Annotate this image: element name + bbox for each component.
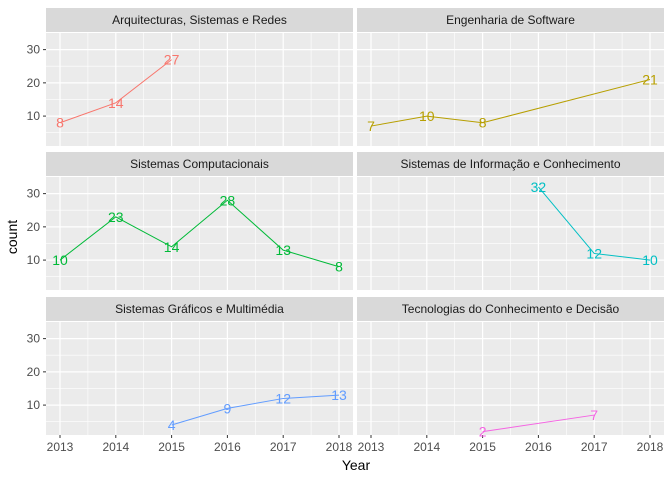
facet-strip: [46, 8, 353, 32]
x-tick-label: 2017: [270, 440, 297, 454]
data-label: 7: [367, 118, 375, 134]
x-tick-label: 2013: [47, 440, 74, 454]
x-tick-label: 2017: [581, 440, 608, 454]
facet-panels: Arquitecturas, Sistemas e Redes 10 20 30 8 14…: [27, 8, 664, 454]
series-line: [59, 59, 172, 124]
data-label: 13: [275, 242, 291, 258]
data-label: 21: [642, 72, 658, 88]
facet-strip: [357, 297, 664, 321]
data-label: 14: [164, 239, 180, 255]
data-label: 13: [331, 387, 347, 403]
facet-strip-label: Sistemas Gráficos e Multimédia: [115, 302, 284, 316]
x-axis-title: Year: [342, 457, 371, 473]
facet-panel: Sistemas Computacionais 10 20 30 10 23 14 28 13 8: [27, 152, 353, 290]
facet-panel: Tecnologias do Conhecimento e Decisão 201…: [357, 297, 664, 454]
series-line: [171, 394, 340, 426]
series-line: [59, 199, 340, 268]
data-label: 12: [586, 245, 602, 261]
data-label: 32: [531, 179, 547, 195]
facet-panel: Sistemas Gráficos e Multimédia 10 20 30 2013…: [27, 297, 353, 454]
x-tick-label: 2013: [358, 440, 385, 454]
data-label: 10: [52, 252, 68, 268]
facet-strip: [46, 297, 353, 321]
data-label: 28: [220, 192, 236, 208]
y-axis-title: count: [4, 220, 20, 254]
data-label: 9: [224, 400, 232, 416]
facet-strip: [46, 152, 353, 176]
series-line: [370, 79, 651, 127]
x-tick-label: 2014: [102, 440, 129, 454]
facet-panel: Engenharia de Software 7 10 8 21: [357, 8, 664, 146]
x-tick-label: 2015: [158, 440, 185, 454]
facet-strip-label: Engenharia de Software: [446, 13, 575, 27]
facet-strip-label: Arquitecturas, Sistemas e Redes: [112, 13, 287, 27]
facet-panel: Arquitecturas, Sistemas e Redes 10 20 30 8 14…: [27, 8, 353, 146]
y-tick-label: 30: [27, 332, 41, 346]
y-tick-label: 30: [27, 43, 41, 57]
series-line: [482, 414, 595, 433]
data-label: 12: [275, 390, 291, 406]
data-label: 2: [479, 424, 487, 440]
data-label: 23: [108, 209, 124, 225]
y-tick-label: 10: [27, 398, 41, 412]
series-line: [538, 186, 651, 261]
facet-strip: [357, 8, 664, 32]
facet-strip-label: Tecnologias do Conhecimento e Decisão: [402, 302, 620, 316]
y-tick-label: 20: [27, 76, 41, 90]
data-label: 10: [642, 252, 658, 268]
data-label: 8: [479, 115, 487, 131]
y-tick-label: 10: [27, 253, 41, 267]
data-label: 14: [108, 95, 124, 111]
facet-panel: Sistemas de Informação e Conhecimento 32 1…: [357, 152, 664, 290]
data-label: 27: [164, 52, 180, 68]
y-tick-label: 20: [27, 365, 41, 379]
y-tick-label: 10: [27, 109, 41, 123]
facet-strip-label: Sistemas Computacionais: [130, 157, 269, 171]
facet-strip: [357, 152, 664, 176]
x-tick-label: 2018: [326, 440, 353, 454]
x-tick-label: 2015: [469, 440, 496, 454]
data-label: 8: [335, 259, 343, 275]
data-label: 7: [590, 407, 598, 423]
x-tick-label: 2016: [214, 440, 241, 454]
data-label: 8: [56, 115, 64, 131]
x-tick-label: 2018: [637, 440, 664, 454]
x-tick-label: 2014: [413, 440, 440, 454]
data-label: 4: [168, 417, 176, 433]
data-label: 10: [419, 108, 435, 124]
y-tick-label: 30: [27, 187, 41, 201]
facet-strip-label: Sistemas de Informação e Conhecimento: [400, 157, 620, 171]
y-tick-label: 20: [27, 220, 41, 234]
x-tick-label: 2016: [525, 440, 552, 454]
